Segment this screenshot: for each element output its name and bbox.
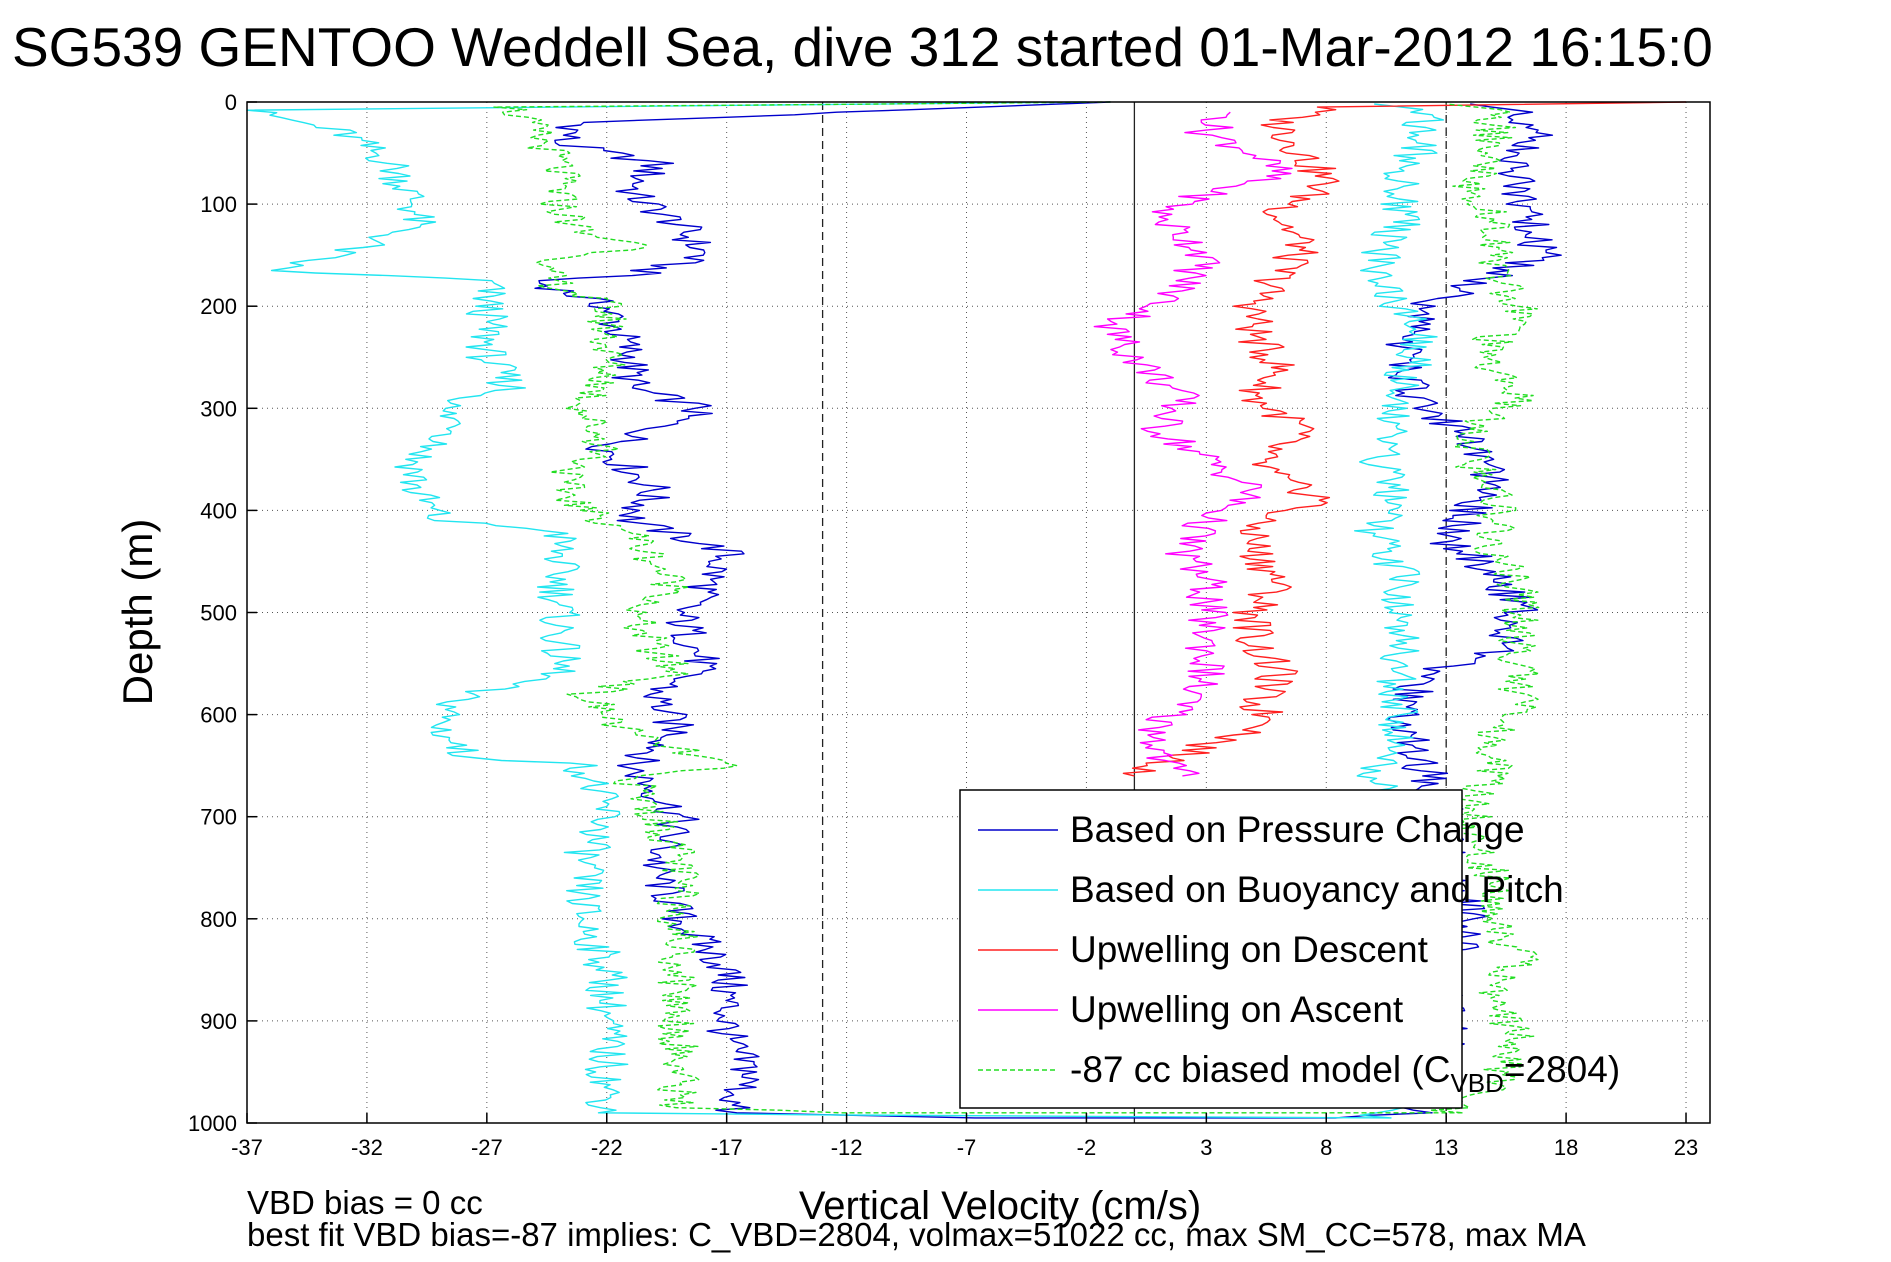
y-tick-label: 100 bbox=[200, 192, 237, 217]
legend-label-suffix: =2804) bbox=[1504, 1049, 1620, 1090]
y-tick-label: 1000 bbox=[188, 1111, 237, 1136]
series-line bbox=[1122, 101, 1687, 777]
x-tick-label: 8 bbox=[1320, 1135, 1332, 1160]
x-tick-label: -32 bbox=[351, 1135, 383, 1160]
legend-label-subscript: VBD bbox=[1450, 1068, 1503, 1098]
legend-box bbox=[959, 789, 1463, 1109]
series-line bbox=[246, 101, 1445, 1119]
x-tick-label: -12 bbox=[831, 1135, 863, 1160]
legend-label: Upwelling on Descent bbox=[1070, 929, 1429, 970]
y-tick-label: 300 bbox=[200, 396, 237, 421]
footer-line-1: VBD bias = 0 cc bbox=[247, 1184, 483, 1221]
x-tick-label: 23 bbox=[1674, 1135, 1698, 1160]
x-ticks: -37 -32 -27 -22 -17 -12 -7 -2 3 8 13 18 23 bbox=[231, 1113, 1698, 1160]
x-tick-label: 13 bbox=[1434, 1135, 1458, 1160]
y-tick-label: 900 bbox=[200, 1009, 237, 1034]
x-tick-label: -37 bbox=[231, 1135, 263, 1160]
legend-label: Based on Pressure Change bbox=[1070, 809, 1525, 850]
x-tick-label: -2 bbox=[1077, 1135, 1097, 1160]
x-tick-label: -7 bbox=[957, 1135, 977, 1160]
x-tick-label: 18 bbox=[1554, 1135, 1578, 1160]
x-tick-label: -17 bbox=[711, 1135, 743, 1160]
x-axis-label: Vertical Velocity (cm/s) bbox=[799, 1184, 1201, 1228]
legend-entries: Based on Pressure Change Based on Buoyanc… bbox=[978, 809, 1620, 1098]
series-layer bbox=[246, 101, 1687, 1119]
y-axis-label: Depth (m) bbox=[114, 519, 161, 706]
x-tick-label: 3 bbox=[1200, 1135, 1212, 1160]
chart-title: SG539 GENTOO Weddell Sea, dive 312 start… bbox=[12, 16, 1713, 78]
legend-label: -87 cc biased model (CVBD=2804) bbox=[1070, 1049, 1620, 1098]
legend: Based on Pressure Change Based on Buoyanc… bbox=[959, 789, 1620, 1109]
y-ticks: 0 100 200 300 400 500 600 700 800 900 1000 bbox=[188, 90, 257, 1136]
y-tick-label: 600 bbox=[200, 703, 237, 728]
y-tick-label: 200 bbox=[200, 294, 237, 319]
x-tick-label: -22 bbox=[591, 1135, 623, 1160]
series-line bbox=[1093, 111, 1293, 777]
legend-label: Upwelling on Ascent bbox=[1070, 989, 1404, 1030]
y-tick-label: 500 bbox=[200, 601, 237, 626]
y-tick-label: 400 bbox=[200, 498, 237, 523]
x-tick-label: -27 bbox=[471, 1135, 503, 1160]
legend-label: Based on Buoyancy and Pitch bbox=[1070, 869, 1564, 910]
legend-label-prefix: -87 cc biased model (C bbox=[1070, 1049, 1450, 1090]
y-tick-label: 0 bbox=[225, 90, 237, 115]
y-tick-label: 800 bbox=[200, 907, 237, 932]
footer-line-2: best fit VBD bias=-87 implies: C_VBD=280… bbox=[247, 1216, 1586, 1253]
y-tick-label: 700 bbox=[200, 805, 237, 830]
